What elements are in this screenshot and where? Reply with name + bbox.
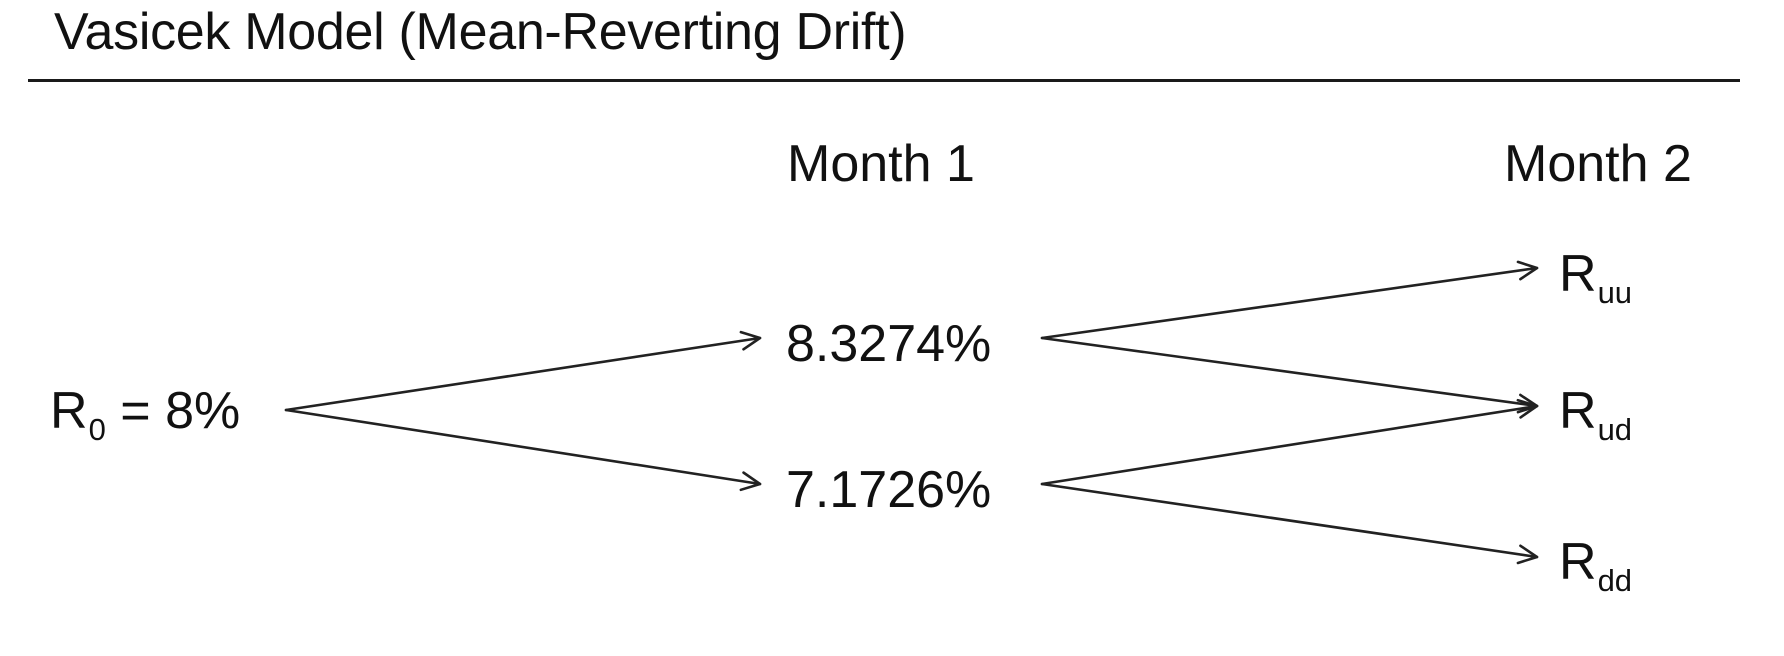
node-uu-symbol: R <box>1559 245 1597 303</box>
edge-down-dd <box>1040 482 1539 559</box>
column-header-month-2: Month 2 <box>1504 135 1692 193</box>
arrowhead-root-up <box>739 330 762 351</box>
node-root-subscript: 0 <box>88 412 106 447</box>
column-header-month-1: Month 1 <box>787 135 975 193</box>
edge-root-down <box>284 408 762 486</box>
node-month2-dd: Rdd <box>1559 533 1632 596</box>
arrowhead-up-uu <box>1516 260 1539 281</box>
arrowhead-down-dd <box>1516 544 1539 565</box>
node-root: R0 = 8% <box>50 382 241 445</box>
edge-up-uu <box>1040 266 1539 340</box>
node-month2-uu: Ruu <box>1559 245 1632 308</box>
node-month2-ud: Rud <box>1559 382 1632 445</box>
node-root-value: = 8% <box>105 382 241 440</box>
arrowhead-down-ud <box>1516 398 1539 419</box>
node-dd-subscript: dd <box>1597 563 1633 598</box>
arrowhead-root-down <box>739 471 762 492</box>
node-month1-down: 7.1726% <box>786 461 992 519</box>
node-month1-up: 8.3274% <box>786 315 992 373</box>
node-ud-symbol: R <box>1559 382 1597 440</box>
title-underline <box>28 79 1740 82</box>
edge-up-ud <box>1040 336 1539 408</box>
edge-root-up <box>284 336 762 412</box>
edge-down-ud <box>1040 404 1539 486</box>
node-uu-subscript: uu <box>1597 275 1633 310</box>
node-dd-symbol: R <box>1559 533 1597 591</box>
diagram-title: Vasicek Model (Mean-Reverting Drift) <box>54 3 907 61</box>
node-ud-subscript: ud <box>1597 412 1633 447</box>
node-root-symbol: R <box>50 382 88 440</box>
